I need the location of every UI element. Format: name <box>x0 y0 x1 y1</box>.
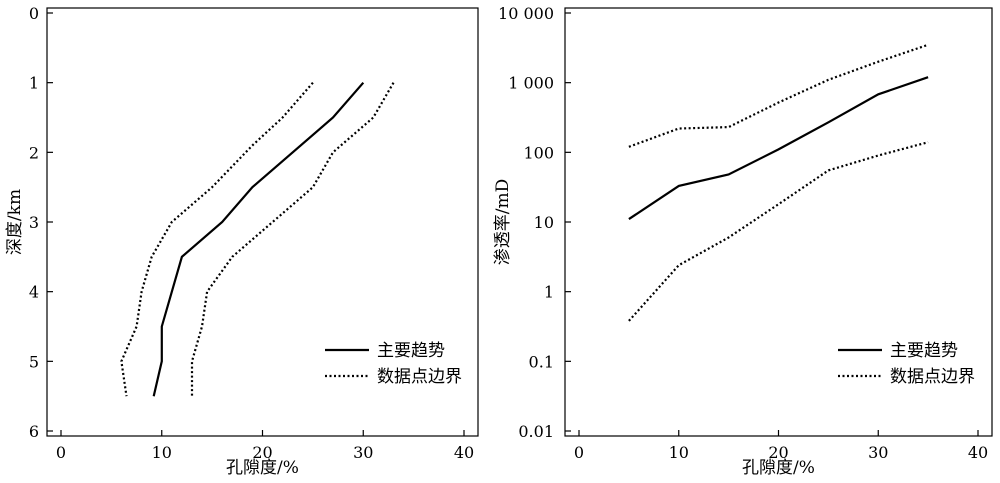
y-tick-label: 4 <box>29 283 39 302</box>
y-tick-label: 1 <box>29 74 39 93</box>
y-tick-label: 10 000 <box>498 4 554 23</box>
x-tick-label: 0 <box>56 443 66 462</box>
x-tick-label: 40 <box>454 443 474 462</box>
y-tick-label: 5 <box>29 352 39 371</box>
x-tick-label: 30 <box>868 443 888 462</box>
y-tick-label: 0.1 <box>529 352 554 371</box>
x-tick-label: 10 <box>152 443 172 462</box>
y-tick-label: 1 <box>544 283 554 302</box>
x-tick-label: 20 <box>768 443 788 462</box>
y-tick-label: 0 <box>29 4 39 23</box>
y-axis-label: 渗透率/mD <box>493 179 513 265</box>
x-tick-label: 20 <box>252 443 272 462</box>
x-axis-label: 孔隙度/% <box>742 458 815 478</box>
y-tick-label: 2 <box>29 143 39 162</box>
legend-label: 数据点边界 <box>377 367 462 387</box>
y-tick-label: 1 000 <box>508 74 554 93</box>
legend-label: 数据点边界 <box>890 367 975 387</box>
x-tick-label: 0 <box>574 443 584 462</box>
boundary-series-line <box>628 43 929 148</box>
y-tick-label: 0.01 <box>518 422 554 441</box>
legend-label: 主要趋势 <box>377 341 445 361</box>
x-tick-label: 10 <box>669 443 689 462</box>
x-axis-label: 孔隙度/% <box>226 458 299 478</box>
x-tick-label: 40 <box>968 443 988 462</box>
y-tick-label: 6 <box>29 422 39 441</box>
y-tick-label: 10 <box>534 213 554 232</box>
y-axis-label: 深度/km <box>5 189 25 255</box>
permeability-porosity-chart: 0 10 20 30 40 0.01 0.1 1 10 100 1 000 10 000 孔隙度/% 渗透… <box>493 4 993 478</box>
y-tick-label: 3 <box>29 213 39 232</box>
legend-label: 主要趋势 <box>890 341 958 361</box>
boundary-series-line <box>628 141 929 322</box>
x-tick-label: 30 <box>353 443 373 462</box>
trend-series-line <box>152 81 365 397</box>
boundary-series-line <box>120 81 314 397</box>
trend-series-line <box>628 76 929 221</box>
y-tick-label: 100 <box>523 143 554 162</box>
